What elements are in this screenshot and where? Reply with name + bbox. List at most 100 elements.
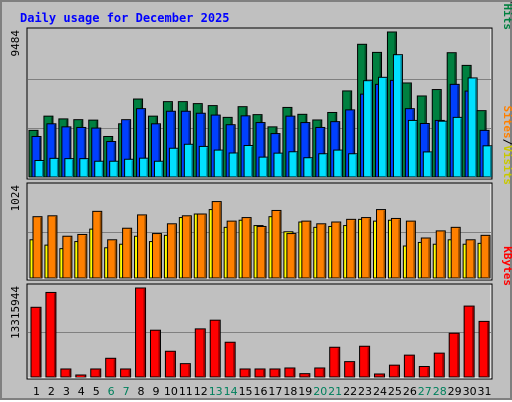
bar-kbytes-day-21-shade <box>337 348 340 377</box>
bar-sites-day-10-face <box>166 223 177 279</box>
bar-hits-day-14-highlight <box>224 118 231 120</box>
bar-sites-day-19-shade <box>308 222 311 278</box>
bar-kbytes-day-13-highlight <box>211 321 219 323</box>
bar-sites-day-30-shade <box>473 240 475 278</box>
bar-kbytes-day-7-highlight <box>121 369 129 371</box>
bar-pages-day-7-highlight <box>125 160 132 162</box>
bar-pages-day-31 <box>482 145 493 178</box>
bar-sites-day-29-shade <box>458 228 460 278</box>
bar-kbytes-day-30 <box>463 305 475 378</box>
day-label-17: 17 <box>268 385 282 398</box>
bar-hits-day-10-highlight <box>164 102 171 104</box>
bar-kbytes-day-26 <box>403 354 415 378</box>
bar-files-day-13-shade <box>218 116 220 177</box>
bar-kbytes-day-2-highlight <box>46 293 54 295</box>
bar-sites-day-2-face <box>47 215 58 279</box>
bar-kbytes-day-18 <box>284 367 296 378</box>
bar-kbytes-day-24-shade <box>382 374 385 377</box>
bar-pages-day-30-highlight <box>469 78 476 80</box>
bar-files-day-2-shade <box>53 124 56 177</box>
day-label-1: 1 <box>33 385 40 398</box>
bar-kbytes-day-2 <box>45 291 57 378</box>
bar-sites-day-28-highlight <box>437 231 444 233</box>
day-label-16: 16 <box>254 385 268 398</box>
bar-sites-day-10 <box>166 223 177 279</box>
bar-kbytes-day-22-face <box>344 361 356 378</box>
bar-sites-day-16-highlight <box>258 227 265 229</box>
bar-sites-day-2-shade <box>54 216 57 278</box>
bar-kbytes-day-8 <box>135 287 147 378</box>
bar-sites-day-28 <box>435 230 446 279</box>
bar-pages-day-20 <box>318 153 329 178</box>
bar-sites-day-29 <box>450 226 461 279</box>
bar-files-day-27-shade <box>427 124 429 177</box>
bar-kbytes-day-25-shade <box>397 366 399 377</box>
bar-pages-day-11-shade <box>191 145 193 177</box>
bar-hits-day-24-highlight <box>373 53 380 55</box>
day-label-24: 24 <box>373 385 387 398</box>
bar-sites-day-3-shade <box>69 237 72 278</box>
bar-kbytes-day-28 <box>433 352 445 378</box>
bar-kbytes-day-5-highlight <box>91 369 99 371</box>
bar-sites-day-23 <box>361 217 372 279</box>
bar-hits-day-25-highlight <box>388 33 395 34</box>
bar-files-day-20-highlight <box>316 128 323 130</box>
day-label-18: 18 <box>283 385 297 398</box>
bar-kbytes-day-16-highlight <box>256 369 264 371</box>
bar-sites-day-22-highlight <box>347 220 354 222</box>
bar-sites-day-16-shade <box>264 227 266 278</box>
bar-sites-day-12 <box>196 213 207 279</box>
bar-pages-day-29-highlight <box>454 118 461 120</box>
bar-kbytes-day-9-face <box>149 329 161 378</box>
bar-sites-day-13-shade <box>219 202 221 278</box>
day-label-2: 2 <box>48 385 55 398</box>
bar-pages-day-9-highlight <box>155 162 162 164</box>
bar-kbytes-day-26-face <box>403 354 415 378</box>
legend-separator: / <box>501 2 512 4</box>
day-label-14: 14 <box>224 385 238 398</box>
bar-pages-day-14-highlight <box>230 153 237 155</box>
bar-kbytes-day-23 <box>359 345 371 378</box>
bar-pages-day-13 <box>213 149 224 178</box>
bar-files-day-2-highlight <box>47 124 54 126</box>
day-label-4: 4 <box>78 385 85 398</box>
bar-kbytes-day-12-shade <box>203 329 205 377</box>
bar-pages-day-27-shade <box>430 152 432 177</box>
bar-sites-day-24-highlight <box>377 210 384 212</box>
bar-files-day-14-highlight <box>227 125 234 127</box>
bar-kbytes-day-31-face <box>478 320 490 378</box>
bar-hits-day-13-highlight <box>209 106 216 108</box>
bar-files-day-22-highlight <box>346 110 353 112</box>
bar-sites-day-12-shade <box>204 215 206 278</box>
bar-sites-day-25 <box>390 217 401 279</box>
bar-kbytes-day-31 <box>478 320 490 378</box>
bar-files-day-7-highlight <box>122 120 129 122</box>
bar-kbytes-day-1-shade <box>39 308 41 377</box>
chart-title: Daily usage for December 2025 <box>20 11 230 25</box>
bar-sites-day-9-face <box>151 233 162 279</box>
bar-kbytes-day-25-face <box>388 364 400 378</box>
bar-sites-day-23-face <box>361 217 372 279</box>
bar-sites-day-23-shade <box>368 218 371 278</box>
bar-files-day-3-shade <box>68 127 71 177</box>
bar-pages-day-17 <box>273 152 284 178</box>
plot-area: 9484102413315944Pages/Files/HitsSites/Vi… <box>9 2 512 398</box>
day-label-29: 29 <box>448 385 462 398</box>
bar-hits-day-3-highlight <box>59 119 66 121</box>
bar-pages-day-17-highlight <box>274 154 281 156</box>
bar-files-day-9-highlight <box>152 124 159 126</box>
bar-pages-day-4-shade <box>86 159 89 177</box>
bar-sites-day-13 <box>211 201 222 279</box>
bar-files-day-22-shade <box>352 110 355 177</box>
bar-files-day-9-shade <box>158 124 160 177</box>
day-label-3: 3 <box>63 385 70 398</box>
bar-kbytes-day-3 <box>60 368 72 378</box>
bar-kbytes-day-6-shade <box>113 359 116 377</box>
bar-sites-day-6 <box>107 239 118 279</box>
bar-kbytes-day-29-highlight <box>450 334 458 336</box>
bar-sites-day-26 <box>405 220 416 279</box>
bar-kbytes-day-23-face <box>359 345 371 378</box>
bar-pages-day-19-shade <box>310 158 313 177</box>
bar-sites-day-31 <box>480 234 491 279</box>
day-label-21: 21 <box>328 385 342 398</box>
